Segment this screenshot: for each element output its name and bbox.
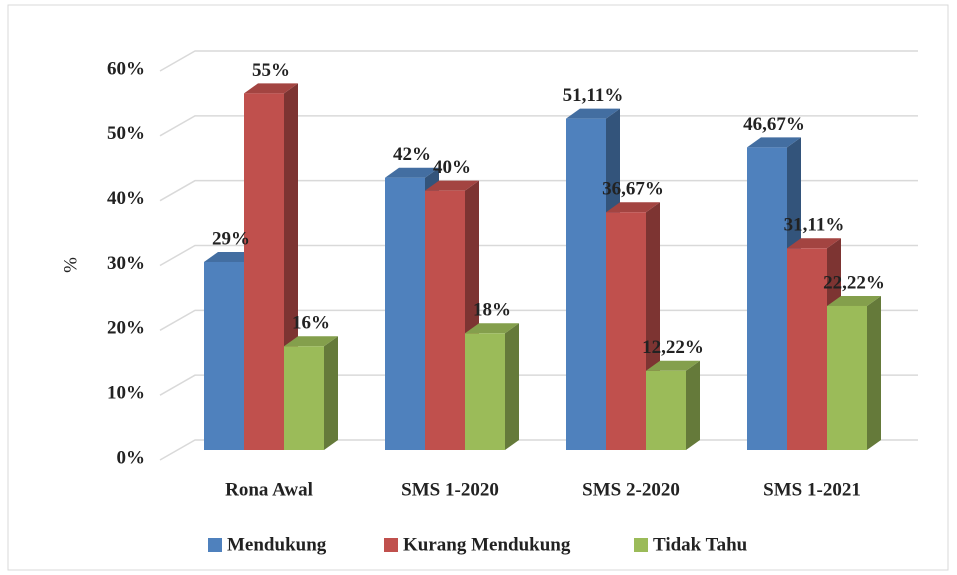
bar: [284, 346, 324, 450]
legend-swatch: [384, 538, 398, 552]
bar-top: [284, 336, 338, 347]
x-tick-label: SMS 2-2020: [582, 479, 680, 500]
bar-side: [867, 295, 881, 450]
grid-line: [159, 179, 918, 202]
data-label: 46,67%: [743, 114, 805, 135]
legend-swatch: [208, 538, 222, 552]
bar: [606, 212, 646, 450]
y-tick-label: 0%: [117, 447, 146, 468]
grid-line: [159, 244, 918, 267]
grid-line: [159, 50, 918, 72]
bar: [385, 177, 425, 450]
grid-line: [159, 115, 918, 137]
data-label: 18%: [473, 300, 511, 321]
y-axis-label: %: [60, 257, 81, 273]
bar: [787, 248, 827, 450]
bar-top: [425, 180, 479, 191]
legend-label: Tidak Tahu: [653, 534, 748, 555]
bar-top: [385, 167, 439, 178]
bar: [566, 118, 606, 450]
legend-swatch: [634, 538, 648, 552]
bar-top: [646, 360, 700, 371]
bar: [827, 305, 867, 450]
data-label: 31,11%: [784, 215, 845, 236]
data-label: 51,11%: [563, 85, 624, 106]
x-tick-label: Rona Awal: [225, 479, 313, 500]
y-tick-label: 20%: [107, 318, 145, 339]
bar-top: [244, 83, 298, 94]
y-tick-label: 30%: [107, 253, 145, 274]
bar-top: [465, 323, 519, 334]
bar-top: [747, 137, 801, 148]
y-tick-label: 10%: [107, 383, 145, 404]
data-label: 22,22%: [823, 272, 885, 293]
bar: [425, 190, 465, 450]
data-label: 16%: [292, 313, 330, 334]
bar-top: [827, 295, 881, 306]
bar: [244, 93, 284, 451]
x-tick-label: SMS 1-2021: [763, 479, 861, 500]
bar-side: [505, 323, 519, 450]
bar: [465, 333, 505, 450]
legend-label: Kurang Mendukung: [403, 534, 571, 555]
bar-top: [787, 238, 841, 249]
grid-line: [159, 309, 918, 331]
y-tick-label: 40%: [107, 188, 145, 209]
data-label: 40%: [433, 157, 471, 178]
bar-side: [686, 360, 700, 450]
bar-top: [566, 108, 620, 119]
data-label: 12,22%: [642, 337, 704, 358]
bar: [747, 147, 787, 450]
data-label: 55%: [252, 60, 290, 81]
bar-side: [324, 336, 338, 450]
data-label: 29%: [212, 228, 250, 249]
data-label: 36,67%: [602, 179, 664, 200]
bar: [646, 370, 686, 450]
legend-label: Mendukung: [227, 534, 327, 555]
bar: [204, 261, 244, 450]
bar-top: [606, 202, 660, 213]
x-tick-label: SMS 1-2020: [401, 479, 499, 500]
y-tick-label: 50%: [107, 123, 145, 144]
y-tick-label: 60%: [107, 58, 145, 79]
data-label: 42%: [393, 144, 431, 165]
